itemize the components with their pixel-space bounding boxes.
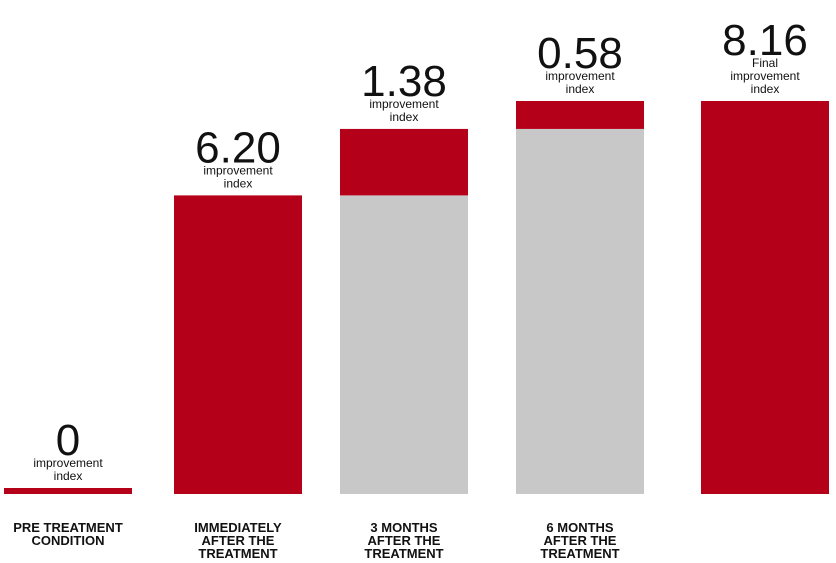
data-sublabel-3-0: improvement [545, 69, 615, 83]
bar-increment-0 [4, 488, 132, 494]
x-tick-label-1-0: IMMEDIATELY [194, 520, 282, 535]
data-label-2: 1.38 [361, 57, 447, 106]
bar-increment-1 [174, 195, 302, 494]
data-sublabel-4-2: index [751, 82, 780, 96]
data-sublabel-4-0: Final [752, 56, 778, 70]
data-sublabel-2-1: index [390, 110, 419, 124]
bar-increment-3 [516, 101, 644, 129]
x-tick-label-0-0: PRE TREATMENT [13, 520, 123, 535]
bar-base-3 [516, 128, 644, 494]
data-sublabel-1-1: index [224, 176, 253, 190]
x-tick-label-3-1: AFTER THE [544, 533, 617, 548]
data-sublabel-0-1: index [54, 469, 83, 483]
data-sublabel-0-0: improvement [33, 456, 103, 470]
data-sublabel-4-1: improvement [730, 69, 800, 83]
x-tick-label-2-2: TREATMENT [364, 546, 443, 561]
data-label-1: 6.20 [195, 123, 281, 172]
data-sublabel-3-1: index [566, 82, 595, 96]
data-label-0: 0 [56, 416, 80, 465]
x-tick-label-1-2: TREATMENT [198, 546, 277, 561]
x-tick-label-1-1: AFTER THE [202, 533, 275, 548]
data-sublabel-1-0: improvement [203, 163, 273, 177]
data-label-3: 0.58 [537, 29, 623, 78]
bar-total-4 [701, 101, 829, 494]
bar-base-2 [340, 195, 468, 494]
data-label-4: 8.16 [722, 16, 808, 65]
x-tick-label-2-0: 3 MONTHS [370, 520, 438, 535]
x-tick-label-3-0: 6 MONTHS [546, 520, 614, 535]
x-tick-label-0-1: CONDITION [32, 533, 105, 548]
data-sublabel-2-0: improvement [369, 97, 439, 111]
x-tick-label-2-1: AFTER THE [368, 533, 441, 548]
x-tick-label-3-2: TREATMENT [540, 546, 619, 561]
bar-increment-2 [340, 128, 468, 196]
